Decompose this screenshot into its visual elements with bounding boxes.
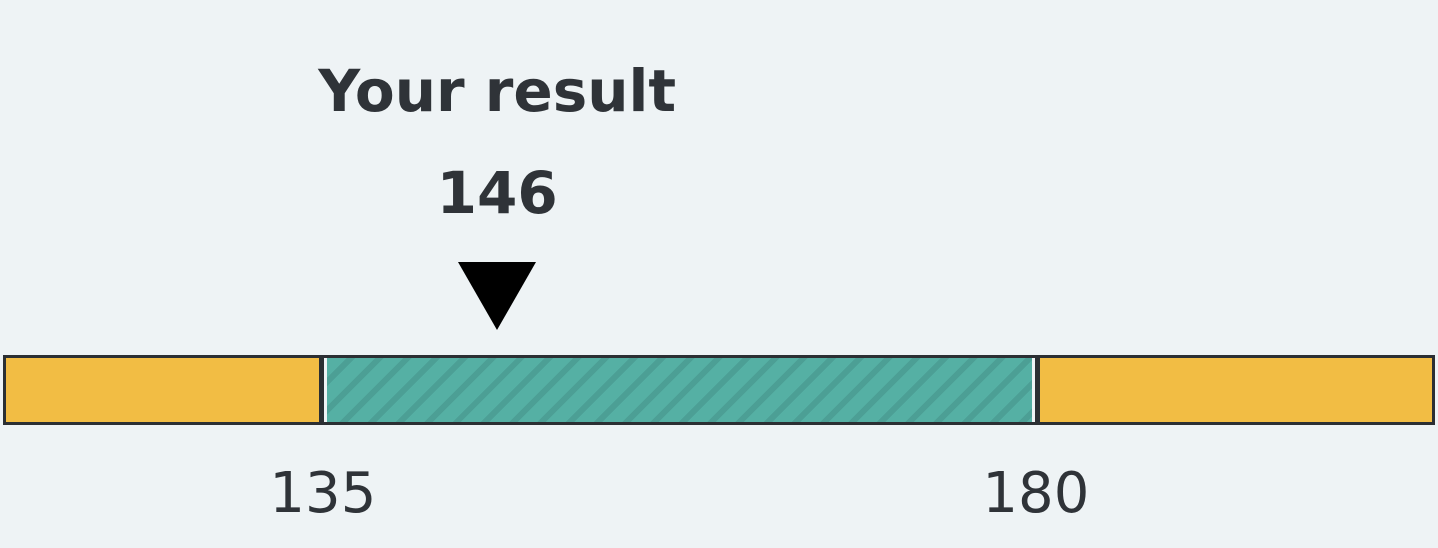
result-title: Your result [318, 57, 677, 125]
range-low-label: 135 [269, 461, 377, 526]
result-pointer-icon [458, 262, 537, 330]
range-bar [3, 355, 1435, 425]
result-value: 146 [436, 159, 558, 227]
normal-range-band [318, 358, 1040, 422]
range-high-label: 180 [982, 461, 1090, 526]
